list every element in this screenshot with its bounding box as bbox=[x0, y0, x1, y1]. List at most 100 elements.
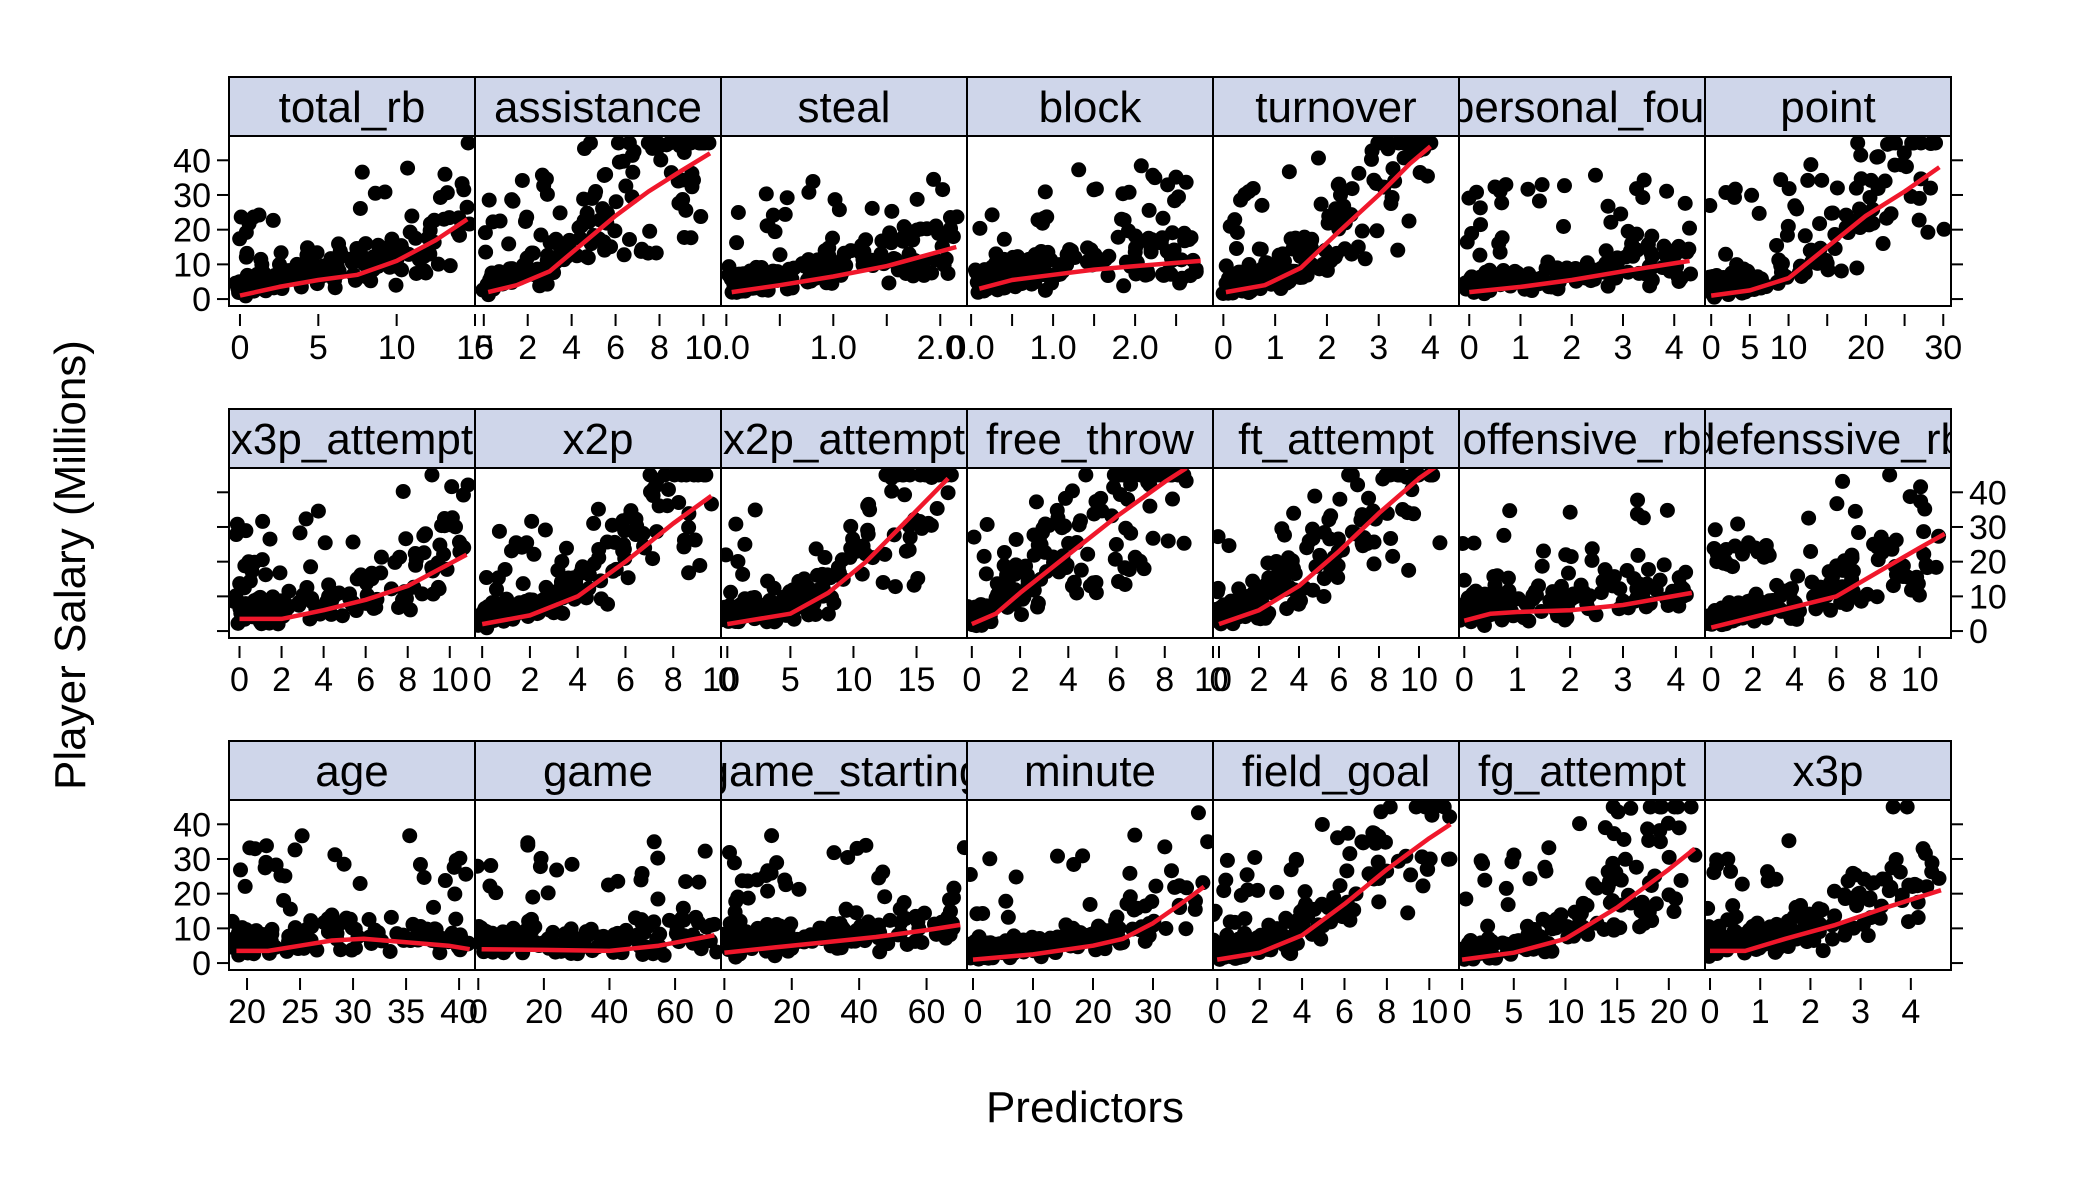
x-tick-label: 6 bbox=[1107, 661, 1126, 699]
x-tick-label: 2 bbox=[1801, 993, 1820, 1031]
data-point bbox=[439, 185, 455, 201]
data-point bbox=[1677, 195, 1693, 211]
strip-label: assistance bbox=[494, 83, 702, 132]
data-point bbox=[1760, 873, 1776, 889]
panel-game: game 0 20 40 60 bbox=[469, 740, 722, 1031]
strip-age bbox=[228, 740, 476, 801]
data-point bbox=[229, 588, 244, 604]
x-tick-label: 0 bbox=[715, 993, 734, 1031]
data-point bbox=[553, 574, 569, 590]
strip-label: minute bbox=[1024, 747, 1156, 796]
data-point bbox=[1190, 805, 1206, 821]
data-point bbox=[1882, 468, 1898, 483]
data-point bbox=[1630, 547, 1646, 563]
data-point bbox=[1390, 468, 1406, 483]
data-point bbox=[1749, 915, 1765, 931]
loess-smoother bbox=[1461, 846, 1697, 962]
data-point bbox=[1606, 826, 1622, 842]
data-point bbox=[582, 136, 598, 151]
data-point bbox=[842, 549, 858, 565]
data-point bbox=[1812, 579, 1828, 595]
data-point bbox=[534, 167, 550, 183]
data-point bbox=[1283, 946, 1299, 962]
data-point bbox=[1920, 224, 1936, 240]
data-point bbox=[237, 558, 253, 574]
data-point bbox=[1911, 212, 1927, 228]
strip-fg_attempt bbox=[1458, 740, 1706, 801]
data-point bbox=[1115, 186, 1131, 202]
data-point bbox=[645, 488, 661, 504]
data-point bbox=[1718, 246, 1734, 262]
data-point bbox=[956, 840, 967, 856]
data-point bbox=[938, 251, 954, 267]
data-point bbox=[728, 516, 744, 532]
data-point bbox=[692, 557, 708, 573]
data-point bbox=[352, 200, 368, 216]
x-tick-label: 10 bbox=[431, 661, 469, 699]
data-point bbox=[586, 515, 602, 531]
data-point bbox=[514, 172, 530, 188]
data-point bbox=[1271, 247, 1287, 263]
data-point bbox=[268, 857, 284, 873]
x-tick-label: 2 bbox=[272, 661, 291, 699]
data-point bbox=[1642, 800, 1658, 815]
data-point bbox=[1086, 506, 1102, 522]
data-point bbox=[595, 201, 611, 217]
data-point bbox=[430, 256, 446, 272]
data-point bbox=[596, 234, 612, 250]
data-point bbox=[1476, 936, 1492, 952]
data-point bbox=[412, 857, 428, 873]
data-point bbox=[1163, 863, 1179, 879]
data-point bbox=[1603, 214, 1619, 230]
data-point bbox=[1663, 243, 1679, 259]
data-point bbox=[1158, 921, 1174, 937]
loess-smoother bbox=[1216, 822, 1452, 962]
data-point bbox=[1071, 162, 1087, 178]
data-point bbox=[549, 862, 565, 878]
x-tick-label: 1 bbox=[1266, 329, 1285, 367]
data-point bbox=[1496, 527, 1512, 543]
data-point bbox=[1715, 603, 1731, 619]
data-point bbox=[620, 570, 636, 586]
data-point bbox=[336, 856, 352, 872]
strip-label: steal bbox=[798, 83, 891, 132]
data-point bbox=[610, 873, 626, 889]
data-point bbox=[521, 260, 537, 276]
x-tick-label: 20 bbox=[1650, 993, 1688, 1031]
data-point bbox=[1037, 516, 1053, 532]
data-point bbox=[1142, 498, 1158, 514]
data-point bbox=[478, 244, 494, 260]
data-point bbox=[999, 575, 1015, 591]
x-tick-label: 4 bbox=[1666, 661, 1685, 699]
x-tick-label: 4 bbox=[1421, 329, 1440, 367]
data-point bbox=[1152, 468, 1168, 483]
data-point bbox=[942, 892, 958, 908]
x-tick-label: 1.0 bbox=[810, 329, 857, 367]
data-point bbox=[600, 596, 616, 612]
data-point bbox=[408, 552, 424, 568]
x-tick-label: 2 bbox=[1250, 661, 1269, 699]
strip-label: turnover bbox=[1255, 83, 1416, 132]
data-point bbox=[383, 909, 399, 925]
data-point bbox=[1666, 904, 1682, 920]
data-point bbox=[1531, 193, 1547, 209]
data-point bbox=[1659, 183, 1675, 199]
data-point bbox=[877, 546, 893, 562]
data-point bbox=[1088, 574, 1104, 590]
data-point bbox=[681, 565, 697, 581]
data-point bbox=[352, 876, 368, 892]
data-point bbox=[1835, 473, 1851, 489]
data-point bbox=[1852, 201, 1868, 217]
x-tick-label: 2 bbox=[1317, 329, 1336, 367]
data-point bbox=[1487, 577, 1503, 593]
data-point bbox=[309, 942, 325, 958]
data-point bbox=[1656, 557, 1672, 573]
data-point bbox=[648, 245, 664, 261]
data-point bbox=[1127, 827, 1143, 843]
strip-offensive_rb bbox=[1458, 408, 1706, 469]
data-point bbox=[1133, 158, 1149, 174]
data-point bbox=[1801, 510, 1817, 526]
data-point bbox=[1420, 861, 1436, 877]
panel-personal_foul: personal_foul 0 1 2 3 4 bbox=[1458, 76, 1706, 367]
